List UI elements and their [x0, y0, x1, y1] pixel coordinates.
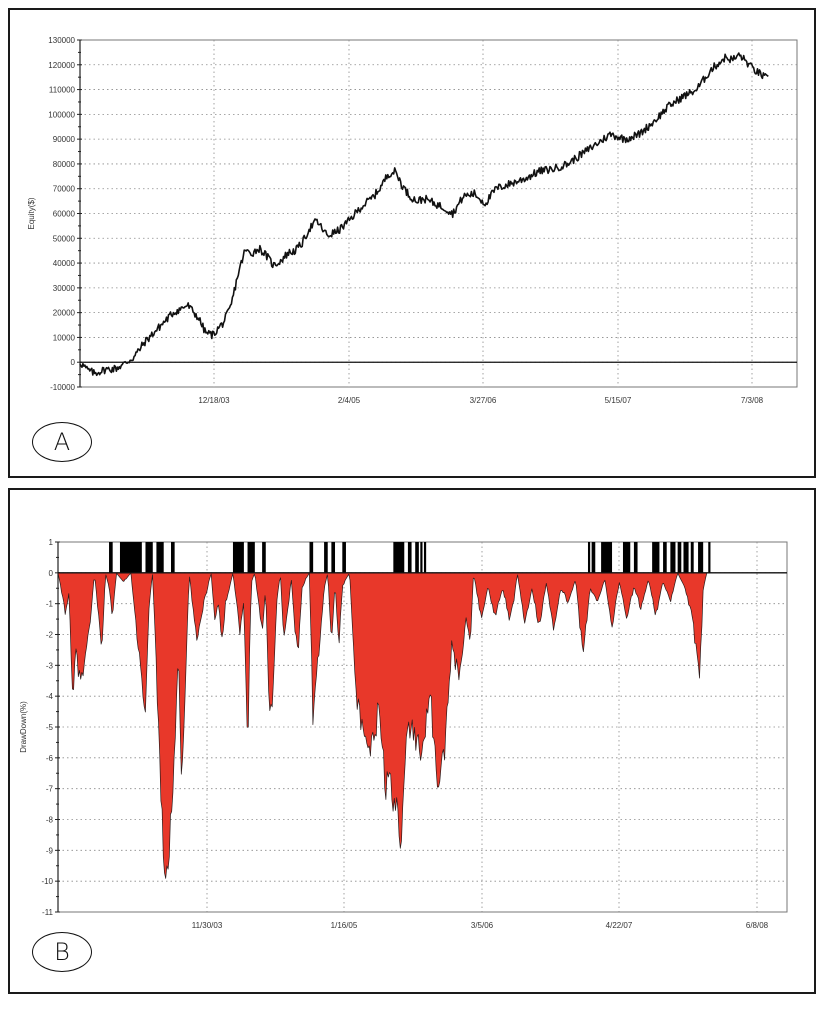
- svg-text:-4: -4: [46, 692, 54, 701]
- new-high-bar: [622, 542, 631, 573]
- new-high-bar: [698, 542, 704, 573]
- svg-text:4/22/07: 4/22/07: [606, 921, 633, 930]
- new-high-bar: [423, 542, 427, 573]
- svg-text:-9: -9: [46, 846, 54, 855]
- svg-text:Equity($): Equity($): [27, 197, 36, 229]
- svg-text:-3: -3: [46, 661, 54, 670]
- svg-text:-7: -7: [46, 785, 54, 794]
- svg-text:130000: 130000: [48, 36, 75, 45]
- new-high-bar: [652, 542, 660, 573]
- svg-text:1: 1: [49, 538, 54, 547]
- svg-text:3/27/06: 3/27/06: [470, 396, 497, 405]
- svg-text:20000: 20000: [53, 309, 76, 318]
- new-high-bar: [145, 542, 153, 573]
- new-high-bar: [262, 542, 266, 573]
- svg-text:-1: -1: [46, 600, 54, 609]
- svg-text:40000: 40000: [53, 259, 76, 268]
- svg-text:-8: -8: [46, 816, 54, 825]
- drawdown-chart: 1 0 -1 -2 -3 -4 -5 -6 -7 -8 -9 -10 -11 11/30/03 1/16/0…: [19, 538, 788, 930]
- equity-line: [79, 52, 769, 377]
- new-high-bar: [232, 542, 244, 573]
- new-high-bar: [119, 542, 142, 573]
- svg-text:-10: -10: [41, 877, 53, 886]
- new-high-bar: [708, 542, 711, 573]
- svg-text:30000: 30000: [53, 284, 76, 293]
- new-high-bar: [690, 542, 694, 573]
- svg-text:11/30/03: 11/30/03: [192, 921, 223, 930]
- svg-text:10000: 10000: [53, 333, 76, 342]
- new-high-bar: [109, 542, 113, 573]
- svg-text:50000: 50000: [53, 234, 76, 243]
- new-high-bar: [170, 542, 175, 573]
- svg-text:-11: -11: [42, 908, 54, 917]
- new-high-bar: [393, 542, 405, 573]
- svg-text:110000: 110000: [49, 86, 76, 95]
- drawdown-area: [57, 572, 777, 879]
- svg-text:3/5/06: 3/5/06: [471, 921, 494, 930]
- new-high-bar: [670, 542, 676, 573]
- new-high-bar: [633, 542, 638, 573]
- new-high-bar: [247, 542, 255, 573]
- svg-text:90000: 90000: [53, 135, 76, 144]
- equity-panel: -10000 0 10000 20000 30000 40000 50000 60000 700…: [8, 8, 816, 478]
- new-high-bar: [415, 542, 419, 573]
- svg-text:120000: 120000: [48, 61, 75, 70]
- new-high-bar: [601, 542, 613, 573]
- svg-text:7/3/08: 7/3/08: [741, 396, 764, 405]
- svg-text:5/15/07: 5/15/07: [605, 396, 632, 405]
- svg-text:6/8/08: 6/8/08: [746, 921, 769, 930]
- svg-text:12/18/03: 12/18/03: [198, 396, 230, 405]
- equity-chart: -10000 0 10000 20000 30000 40000 50000 60000 700…: [27, 36, 798, 405]
- new-high-bar: [420, 542, 423, 573]
- new-high-bar: [309, 542, 314, 573]
- new-high-bar: [591, 542, 596, 573]
- svg-text:-5: -5: [46, 723, 54, 732]
- new-high-bar: [407, 542, 412, 573]
- svg-text:0: 0: [49, 569, 54, 578]
- drawdown-panel: 1 0 -1 -2 -3 -4 -5 -6 -7 -8 -9 -10 -11 11/30/03 1/16/0…: [8, 488, 816, 994]
- svg-text:DrawDown(%): DrawDown(%): [19, 701, 28, 753]
- svg-text:1/16/05: 1/16/05: [331, 921, 358, 930]
- new-high-bar: [663, 542, 667, 573]
- new-high-bar: [587, 542, 591, 573]
- new-high-bar: [677, 542, 682, 573]
- new-high-bar: [331, 542, 336, 573]
- new-high-bar: [683, 542, 689, 573]
- svg-text:80000: 80000: [53, 160, 76, 169]
- svg-text:0: 0: [71, 358, 76, 367]
- panel-label-a: A: [32, 422, 92, 462]
- new-high-bar: [324, 542, 328, 573]
- svg-text:-6: -6: [46, 754, 54, 763]
- svg-text:2/4/05: 2/4/05: [338, 396, 361, 405]
- new-high-bar: [156, 542, 164, 573]
- svg-text:-10000: -10000: [50, 383, 75, 392]
- svg-text:100000: 100000: [48, 110, 75, 119]
- svg-text:-2: -2: [46, 631, 54, 640]
- svg-text:60000: 60000: [53, 210, 76, 219]
- svg-text:70000: 70000: [53, 185, 76, 194]
- panel-label-b: B: [32, 932, 92, 972]
- new-high-bar: [342, 542, 346, 573]
